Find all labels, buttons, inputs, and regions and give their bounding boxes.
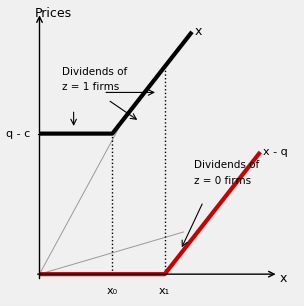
Text: z = 0 firms: z = 0 firms: [194, 177, 251, 186]
Text: x: x: [279, 272, 287, 285]
Text: Dividends of: Dividends of: [62, 67, 127, 77]
Text: x₁: x₁: [159, 286, 170, 296]
Text: x: x: [194, 25, 202, 38]
Text: Dividends of: Dividends of: [194, 159, 260, 170]
Text: Prices: Prices: [35, 7, 72, 20]
Text: z = 1 firms: z = 1 firms: [62, 82, 119, 92]
Text: x₀: x₀: [107, 286, 118, 296]
Text: x - q: x - q: [263, 147, 287, 157]
Text: q - c: q - c: [6, 129, 30, 139]
